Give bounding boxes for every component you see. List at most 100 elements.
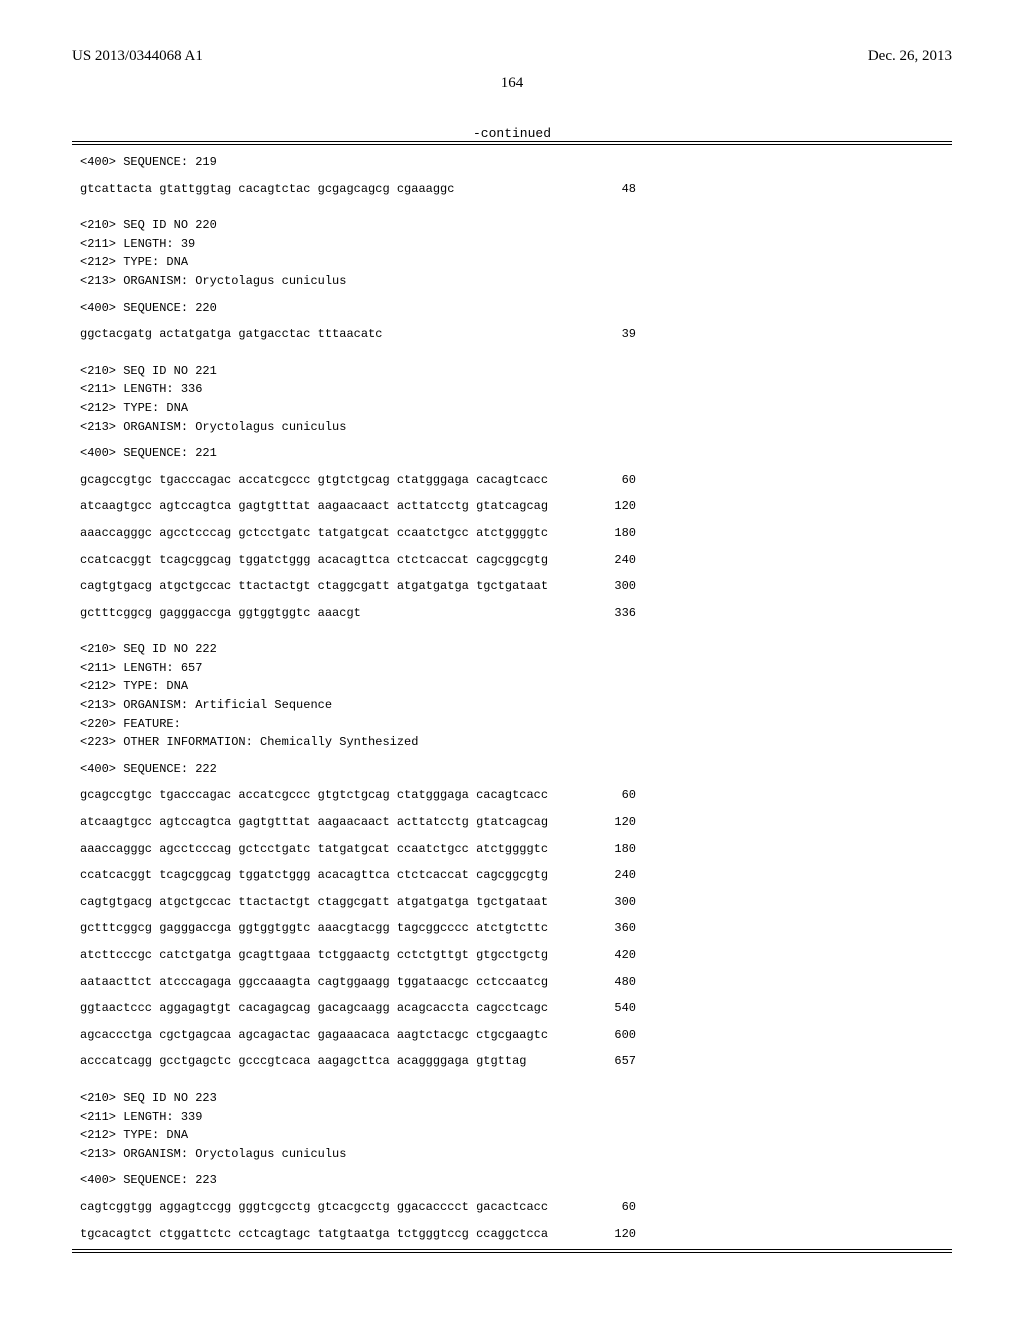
sequence-text: ggtaactccc aggagagtgt cacagagcag gacagca… [80, 999, 548, 1018]
spacer [80, 805, 944, 813]
sequence-row: atcaagtgcc agtccagtca gagtgtttat aagaaca… [80, 497, 640, 516]
meta-line: <213> ORGANISM: Oryctolagus cuniculus [80, 418, 640, 437]
spacer [80, 938, 944, 946]
sequence-text: gcagccgtgc tgacccagac accatcgccc gtgtctg… [80, 471, 548, 490]
sequence-listing: <400> SEQUENCE: 219 gtcattacta gtattggtag… [72, 151, 952, 1243]
meta-line: <213> ORGANISM: Oryctolagus cuniculus [80, 1145, 640, 1164]
meta-line: <223> OTHER INFORMATION: Chemically Synt… [80, 733, 640, 752]
sequence-row: gctttcggcg gagggaccga ggtggtggtc aaacgt 3… [80, 604, 640, 623]
spacer [80, 543, 944, 551]
meta-line: <210> SEQ ID NO 220 [80, 216, 640, 235]
meta-line: <211> LENGTH: 336 [80, 380, 640, 399]
sequence-text: atcaagtgcc agtccagtca gagtgtttat aagaaca… [80, 813, 548, 832]
spacer [80, 1163, 944, 1171]
sequence-row: gtcattacta gtattggtag cacagtctac gcgagca… [80, 180, 640, 199]
sequence-position: 300 [614, 893, 640, 912]
sequence-row: agcaccctga cgctgagcaa agcagactac gagaaac… [80, 1026, 640, 1045]
sequence-text: cagtgtgacg atgctgccac ttactactgt ctaggcg… [80, 893, 548, 912]
sequence-text: ccatcacggt tcagcggcag tggatctggg acacagt… [80, 866, 548, 885]
sequence-position: 48 [622, 180, 640, 199]
spacer [80, 991, 944, 999]
sequence-text: ggctacgatg actatgatga gatgacctac tttaaca… [80, 325, 382, 344]
spacer [80, 858, 944, 866]
spacer [80, 198, 944, 216]
spacer [80, 1071, 944, 1089]
sequence-text: gtcattacta gtattggtag cacagtctac gcgagca… [80, 180, 454, 199]
sequence-text: aaaccagggc agcctcccag gctcctgatc tatgatg… [80, 840, 548, 859]
sequence-position: 240 [614, 866, 640, 885]
meta-line: <211> LENGTH: 339 [80, 1108, 640, 1127]
sequence-text: tgcacagtct ctggattctc cctcagtagc tatgtaa… [80, 1225, 548, 1244]
publication-date: Dec. 26, 2013 [868, 48, 952, 65]
spacer [80, 516, 944, 524]
meta-line: <400> SEQUENCE: 219 [80, 153, 640, 172]
sequence-position: 336 [614, 604, 640, 623]
sequence-row: cagtcggtgg aggagtccgg gggtcgcctg gtcacgc… [80, 1198, 640, 1217]
meta-line: <400> SEQUENCE: 220 [80, 299, 640, 318]
spacer [80, 622, 944, 640]
page-header: US 2013/0344068 A1 Dec. 26, 2013 [72, 48, 952, 65]
meta-line: <211> LENGTH: 657 [80, 659, 640, 678]
sequence-position: 120 [614, 497, 640, 516]
meta-line: <210> SEQ ID NO 222 [80, 640, 640, 659]
sequence-position: 657 [614, 1052, 640, 1071]
spacer [80, 436, 944, 444]
sequence-text: agcaccctga cgctgagcaa agcagactac gagaaac… [80, 1026, 548, 1045]
sequence-row: gcagccgtgc tgacccagac accatcgccc gtgtctg… [80, 786, 640, 805]
spacer [80, 569, 944, 577]
sequence-text: gctttcggcg gagggaccga ggtggtggtc aaacgta… [80, 919, 548, 938]
spacer [80, 291, 944, 299]
spacer [80, 778, 944, 786]
sequence-position: 300 [614, 577, 640, 596]
meta-line: <400> SEQUENCE: 221 [80, 444, 640, 463]
meta-line: <210> SEQ ID NO 223 [80, 1089, 640, 1108]
sequence-row: cagtgtgacg atgctgccac ttactactgt ctaggcg… [80, 577, 640, 596]
meta-line: <210> SEQ ID NO 221 [80, 362, 640, 381]
sequence-row: ggctacgatg actatgatga gatgacctac tttaaca… [80, 325, 640, 344]
top-rule [72, 141, 952, 145]
meta-line: <400> SEQUENCE: 223 [80, 1171, 640, 1190]
spacer [80, 1044, 944, 1052]
sequence-text: aataacttct atcccagaga ggccaaagta cagtgga… [80, 973, 548, 992]
bottom-rule [72, 1249, 952, 1253]
sequence-text: cagtgtgacg atgctgccac ttactactgt ctaggcg… [80, 577, 548, 596]
sequence-row: ccatcacggt tcagcggcag tggatctggg acacagt… [80, 866, 640, 885]
sequence-text: gcagccgtgc tgacccagac accatcgccc gtgtctg… [80, 786, 548, 805]
meta-line: <212> TYPE: DNA [80, 677, 640, 696]
sequence-position: 60 [622, 786, 640, 805]
spacer [80, 911, 944, 919]
sequence-row: gctttcggcg gagggaccga ggtggtggtc aaacgta… [80, 919, 640, 938]
sequence-position: 39 [622, 325, 640, 344]
sequence-position: 240 [614, 551, 640, 570]
sequence-position: 180 [614, 840, 640, 859]
sequence-row: atcttcccgc catctgatga gcagttgaaa tctggaa… [80, 946, 640, 965]
sequence-row: aaaccagggc agcctcccag gctcctgatc tatgatg… [80, 524, 640, 543]
sequence-position: 600 [614, 1026, 640, 1045]
sequence-text: atcttcccgc catctgatga gcagttgaaa tctggaa… [80, 946, 548, 965]
spacer [80, 344, 944, 362]
sequence-row: ccatcacggt tcagcggcag tggatctggg acacagt… [80, 551, 640, 570]
spacer [80, 1190, 944, 1198]
sequence-text: aaaccagggc agcctcccag gctcctgatc tatgatg… [80, 524, 548, 543]
meta-line: <400> SEQUENCE: 222 [80, 760, 640, 779]
meta-line: <213> ORGANISM: Oryctolagus cuniculus [80, 272, 640, 291]
sequence-row: cagtgtgacg atgctgccac ttactactgt ctaggcg… [80, 893, 640, 912]
spacer [80, 1018, 944, 1026]
sequence-position: 60 [622, 471, 640, 490]
spacer [80, 885, 944, 893]
publication-number: US 2013/0344068 A1 [72, 48, 203, 65]
sequence-position: 420 [614, 946, 640, 965]
sequence-position: 480 [614, 973, 640, 992]
sequence-text: acccatcagg gcctgagctc gcccgtcaca aagagct… [80, 1052, 526, 1071]
sequence-row: atcaagtgcc agtccagtca gagtgtttat aagaaca… [80, 813, 640, 832]
spacer [80, 172, 944, 180]
sequence-row: gcagccgtgc tgacccagac accatcgccc gtgtctg… [80, 471, 640, 490]
spacer [80, 1217, 944, 1225]
sequence-text: cagtcggtgg aggagtccgg gggtcgcctg gtcacgc… [80, 1198, 548, 1217]
sequence-text: gctttcggcg gagggaccga ggtggtggtc aaacgt [80, 604, 361, 623]
spacer [80, 317, 944, 325]
spacer [80, 596, 944, 604]
meta-line: <212> TYPE: DNA [80, 253, 640, 272]
sequence-position: 180 [614, 524, 640, 543]
sequence-text: ccatcacggt tcagcggcag tggatctggg acacagt… [80, 551, 548, 570]
